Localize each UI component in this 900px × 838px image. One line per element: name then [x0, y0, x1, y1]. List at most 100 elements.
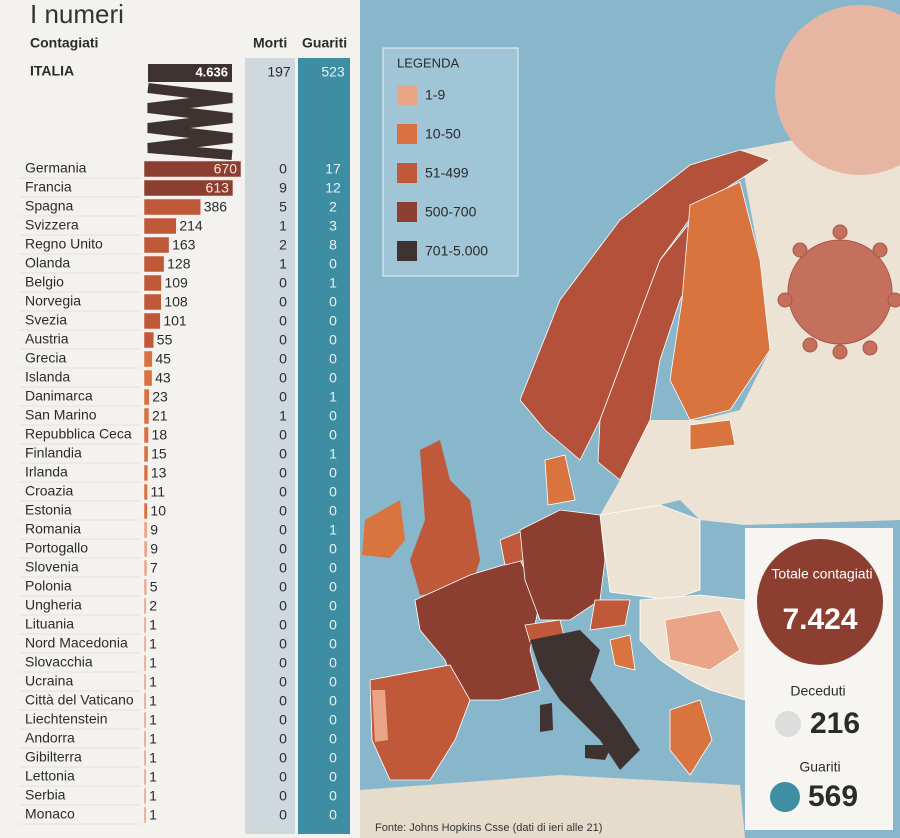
row-name: Islanda: [25, 369, 70, 385]
value-label: 108: [164, 294, 188, 310]
legend-label: 500-700: [425, 204, 477, 220]
guariti: 0: [329, 731, 337, 747]
bar: [144, 484, 148, 500]
morti: 5: [279, 199, 287, 215]
deceduti-value: 216: [810, 707, 860, 740]
value-label: 23: [152, 389, 168, 405]
value-label: 613: [206, 180, 230, 196]
value-label: 1: [149, 788, 157, 804]
morti: 0: [279, 332, 287, 348]
bar: [144, 199, 201, 215]
value-label: 7: [150, 560, 158, 576]
row-name: Repubblica Ceca: [25, 426, 132, 442]
morti: 0: [279, 389, 287, 405]
row-name: Croazia: [25, 483, 73, 499]
morti: 0: [279, 503, 287, 519]
bar: [144, 351, 153, 367]
guariti: 0: [329, 769, 337, 785]
value-label: 1: [149, 731, 157, 747]
row-name: Francia: [25, 179, 72, 195]
value-label: 128: [167, 256, 191, 272]
guariti: 8: [329, 237, 337, 253]
value-label: 1: [149, 617, 157, 633]
guariti: 0: [329, 484, 337, 500]
value-label: 1: [149, 712, 157, 728]
title: I numeri: [30, 0, 124, 29]
bar: [144, 256, 164, 272]
row-name: Liechtenstein: [25, 711, 108, 727]
header: Guariti: [302, 35, 347, 51]
virus-illustration: [777, 224, 900, 360]
guariti: 12: [325, 180, 341, 196]
guariti: 0: [329, 332, 337, 348]
value-label: 43: [155, 370, 171, 386]
morti: 0: [279, 731, 287, 747]
value-label: 45: [155, 351, 171, 367]
row-name: Monaco: [25, 806, 75, 822]
value-label: 214: [179, 218, 203, 234]
value-label: 1: [149, 807, 157, 823]
guariti: 2: [329, 199, 337, 215]
guariti: 523: [321, 64, 345, 80]
bar: [148, 64, 232, 82]
totals-circle: [757, 539, 883, 665]
row-name: Gibilterra: [25, 749, 82, 765]
totals-value: 7.424: [782, 603, 857, 636]
map: LEGENDA 1-9 10-50 51-499 500-700 701-5.000 To…: [360, 0, 900, 838]
guariti: 0: [329, 693, 337, 709]
morti: 0: [279, 465, 287, 481]
bar: [144, 180, 233, 196]
guariti: 0: [329, 636, 337, 652]
bar: [144, 427, 149, 443]
legend-swatch: [397, 85, 417, 105]
bar: [144, 370, 152, 386]
bar-break: [147, 83, 233, 160]
value-label: 1: [149, 674, 157, 690]
value-label: 21: [152, 408, 168, 424]
morti: 9: [279, 180, 287, 196]
morti: 1: [279, 256, 287, 272]
morti: 0: [279, 769, 287, 785]
value-label: 1: [149, 693, 157, 709]
guariti: 0: [329, 256, 337, 272]
morti: 0: [279, 655, 287, 671]
guariti: 1: [329, 275, 337, 291]
legend-label: 51-499: [425, 165, 469, 181]
morti: 0: [279, 712, 287, 728]
bar: [144, 446, 148, 462]
row-name: Danimarca: [25, 388, 93, 404]
row-name: Norvegia: [25, 293, 81, 309]
guariti: 0: [329, 655, 337, 671]
bar: [144, 389, 150, 405]
bar: [144, 161, 241, 177]
row-name: Svizzera: [25, 217, 79, 233]
guariti: 0: [329, 294, 337, 310]
guariti-icon: [770, 782, 800, 812]
deceduti-icon: [775, 711, 801, 737]
value-label: 9: [150, 522, 158, 538]
morti: 0: [279, 674, 287, 690]
value-label: 10: [150, 503, 166, 519]
value-label: 11: [151, 484, 166, 500]
morti: 1: [279, 218, 287, 234]
guariti: 0: [329, 313, 337, 329]
legend: LEGENDA 1-9 10-50 51-499 500-700 701-5.000: [397, 55, 488, 261]
morti: 0: [279, 370, 287, 386]
row-name: Austria: [25, 331, 69, 347]
guariti: 17: [325, 161, 341, 177]
row-name: Germania: [25, 160, 87, 176]
value-label: 9: [150, 541, 158, 557]
guariti-value: 569: [808, 780, 858, 813]
guariti: 1: [329, 522, 337, 538]
value-label: 15: [151, 446, 167, 462]
legend-swatch: [397, 163, 417, 183]
morti: 0: [279, 294, 287, 310]
morti: 0: [279, 750, 287, 766]
row-name: Ungheria: [25, 597, 82, 613]
row-name: Svezia: [25, 312, 67, 328]
morti: 0: [279, 693, 287, 709]
guariti: 0: [329, 617, 337, 633]
row-name: Romania: [25, 521, 81, 537]
guariti: 0: [329, 750, 337, 766]
